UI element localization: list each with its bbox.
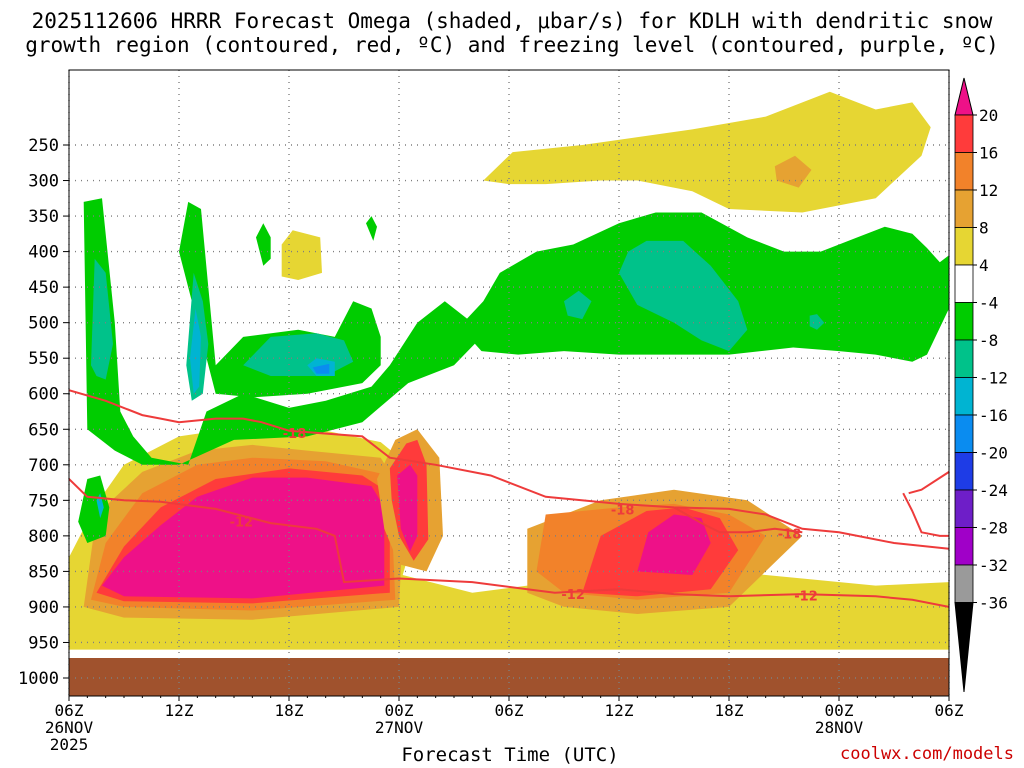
y-tick-label: 550 <box>28 349 59 369</box>
y-tick-label: 400 <box>28 243 59 263</box>
omega-region-m16_20 <box>312 363 330 374</box>
x-tick-label: 12Z <box>165 701 194 720</box>
colorbar-label: -32 <box>979 556 1008 575</box>
y-tick-label: 750 <box>28 491 59 511</box>
colorbar-label: -28 <box>979 519 1008 538</box>
colorbar-label: -36 <box>979 594 1008 613</box>
x-tick-label: 06Z <box>495 701 524 720</box>
omega-region-m12_16 <box>96 493 104 519</box>
omega-region-4_8 <box>281 230 322 280</box>
colorbar-segment <box>954 264 974 303</box>
x-tick-label: 18Z <box>275 701 304 720</box>
omega-region-8_12 <box>774 155 812 188</box>
y-tick-label: 450 <box>28 278 59 298</box>
omega-region-ge20 <box>102 477 385 599</box>
dendritic-contour-line <box>69 478 949 608</box>
colorbar-segment <box>954 414 974 453</box>
y-tick-label: 500 <box>28 314 59 334</box>
y-tick-label: 600 <box>28 385 59 405</box>
y-tick-label: 350 <box>28 207 59 227</box>
colorbar-segment <box>954 527 974 566</box>
omega-region-m4_8 <box>366 216 377 241</box>
omega-region-ge20 <box>637 514 711 575</box>
x-tick-label: 18Z <box>715 701 744 720</box>
dendritic-contour-line <box>673 506 803 534</box>
watermark[interactable]: coolwx.com/models <box>840 744 1014 764</box>
colorbar-segment <box>954 452 974 491</box>
dendritic-contour-line <box>902 492 949 537</box>
x-tick-label: 28NOV <box>815 718 864 737</box>
y-tick-label: 250 <box>28 136 59 156</box>
colorbar-segment <box>954 114 974 153</box>
colorbar-segment <box>954 152 974 191</box>
contour-label: -12 <box>561 588 585 603</box>
y-tick-label: 650 <box>28 420 59 440</box>
contour-label: -18 <box>611 504 635 519</box>
omega-region-m8_12 <box>564 290 592 320</box>
colorbar-label: 8 <box>979 219 989 238</box>
dendritic-growth-contours: -18 -12 -18 -18 -12 -12 <box>69 389 949 608</box>
y-tick-label: 950 <box>28 633 59 653</box>
omega-region-m8_12 <box>809 314 825 330</box>
colorbar-label: -12 <box>979 369 1008 388</box>
omega-region-m4_8 <box>78 475 110 543</box>
omega-region-m8_12 <box>619 240 748 352</box>
dendritic-contour-line <box>908 471 949 495</box>
omega-region-m4_8 <box>83 198 482 465</box>
colorbar-label: 16 <box>979 144 998 163</box>
omega-region-m4_8 <box>256 223 271 266</box>
omega-shaded-regions <box>69 91 949 650</box>
x-tick-label: 00Z <box>385 701 414 720</box>
x-axis-title: Forecast Time (UTC) <box>401 744 619 766</box>
colorbar-label: -16 <box>979 406 1008 425</box>
x-tick-label: 27NOV <box>375 718 424 737</box>
x-tick-label: 06Z <box>55 701 84 720</box>
colorbar-label: 20 <box>979 106 998 125</box>
y-tick-label: 800 <box>28 527 59 547</box>
contour-label: -12 <box>230 516 254 531</box>
colorbar-segment <box>954 489 974 528</box>
contour-label: -18 <box>778 528 802 543</box>
x-tick-label: 06Z <box>935 701 964 720</box>
colorbar-segment <box>954 189 974 228</box>
colorbar-segment <box>954 339 974 378</box>
y-tick-label: 900 <box>28 598 59 618</box>
colorbar-label: -8 <box>979 331 998 350</box>
y-tick-label: 850 <box>28 562 59 582</box>
y-tick-label: 300 <box>28 172 59 192</box>
colorbar: 20 16 12 8 4 -4 -8 -12 -16 -20 -24 -28 -32 -36 <box>954 77 1008 693</box>
colorbar-segment <box>954 227 974 266</box>
y-tick-label: 1000 <box>18 669 59 689</box>
chart-title-line-2: growth region (contoured, red, ºC) and f… <box>25 33 999 57</box>
omega-region-m8_12 <box>91 258 113 380</box>
y-tick-label: 700 <box>28 456 59 476</box>
colorbar-label: -24 <box>979 481 1008 500</box>
omega-region-4_8 <box>483 91 931 213</box>
dendritic-contour-line <box>69 389 949 550</box>
pressure-axis: 250 300 350 400 450 500 550 600 650 700 750 800 850 9… <box>18 136 69 689</box>
colorbar-bottom-arrow <box>954 602 974 693</box>
colorbar-label: 12 <box>979 181 998 200</box>
x-tick-label: 2025 <box>50 735 89 754</box>
x-tick-label: 26NOV <box>45 718 94 737</box>
x-tick-label: 12Z <box>605 701 634 720</box>
contour-label: -12 <box>794 590 818 605</box>
colorbar-segment <box>954 302 974 341</box>
contour-label: -18 <box>283 427 307 442</box>
colorbar-label: -20 <box>979 444 1008 463</box>
colorbar-label: -4 <box>979 294 998 313</box>
colorbar-top-arrow <box>954 77 974 116</box>
colorbar-segment <box>954 377 974 416</box>
omega-region-ge20 <box>397 464 418 552</box>
chart-title-line-1: 2025112606 HRRR Forecast Omega (shaded, … <box>31 9 993 33</box>
colorbar-segment <box>954 564 974 603</box>
x-tick-label: 00Z <box>825 701 854 720</box>
omega-region-m12_16 <box>190 308 201 394</box>
colorbar-label: 4 <box>979 256 989 275</box>
